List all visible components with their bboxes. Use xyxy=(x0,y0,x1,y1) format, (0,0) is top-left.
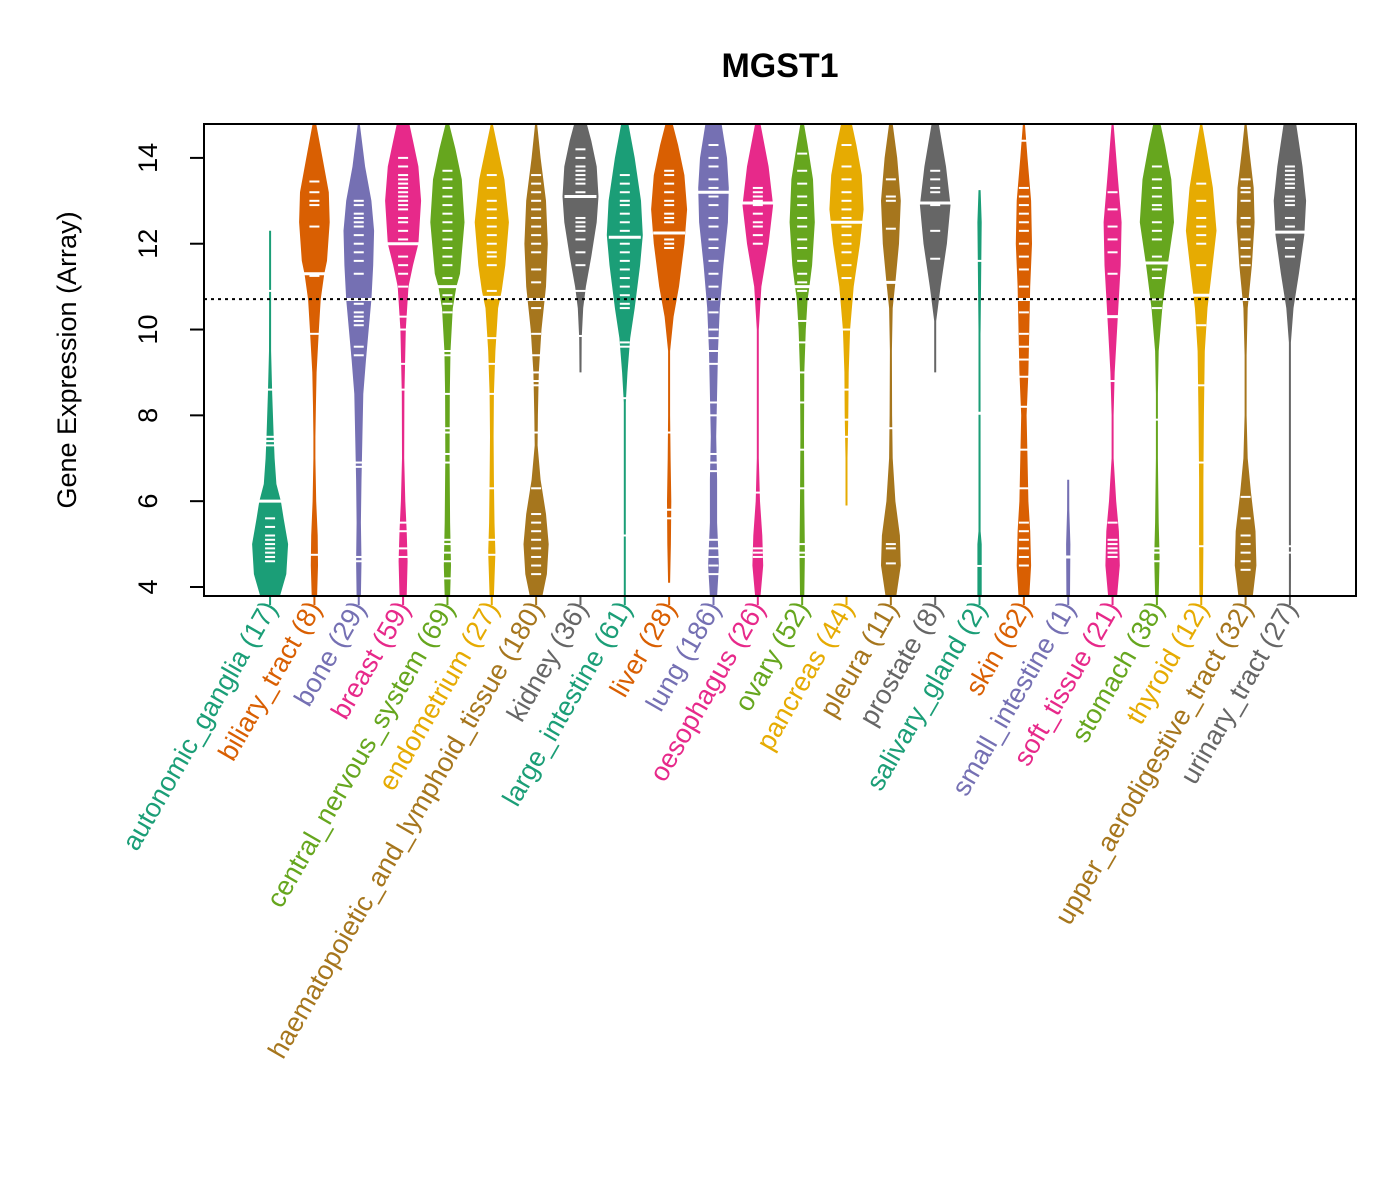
chart-title: MGST1 xyxy=(721,47,838,85)
y-axis: 4 6 8 10 12 14 xyxy=(133,143,204,595)
violin-body xyxy=(523,124,549,596)
y-tick-label: 4 xyxy=(133,579,163,594)
violin-body xyxy=(343,124,375,596)
violin-small-intestine xyxy=(1052,479,1085,596)
violin-stomach xyxy=(1139,124,1174,596)
violin-urinary-tract xyxy=(1273,124,1307,596)
violin-body xyxy=(919,124,951,373)
violin-oesophagus xyxy=(741,124,774,596)
violin-body xyxy=(1103,124,1122,596)
violin-kidney xyxy=(562,124,599,373)
violin-body xyxy=(651,124,688,583)
violin-bone xyxy=(342,124,375,596)
violin-body xyxy=(562,124,599,373)
violin-salivary-gland xyxy=(963,190,996,596)
violin-prostate xyxy=(919,124,952,373)
plot-frame xyxy=(203,123,1357,597)
y-tick-label: 8 xyxy=(133,408,163,423)
violin-body xyxy=(252,230,289,597)
violin-haematopoietic-and-lymphoid-tissue xyxy=(520,124,553,596)
violin-upper-aerodigestive-tract xyxy=(1229,124,1262,596)
violin-body xyxy=(829,124,864,506)
x-axis-labels: autonomic_ganglia (17)biliary_tract (8)b… xyxy=(116,596,1303,1063)
violin-body xyxy=(1139,124,1174,596)
violin-body xyxy=(430,124,465,596)
violin-breast xyxy=(385,124,422,596)
violin-body xyxy=(1273,124,1307,596)
violin-body xyxy=(1185,124,1217,596)
violin-ovary xyxy=(786,124,819,596)
violin-central-nervous-system xyxy=(430,124,465,596)
violin-large-intestine xyxy=(606,124,643,596)
violin-body xyxy=(789,124,815,596)
violin-autonomic-ganglia xyxy=(252,230,289,597)
y-tick-label: 14 xyxy=(133,143,163,173)
violin-biliary-tract xyxy=(298,124,331,596)
violin-body xyxy=(474,124,509,596)
violin-lung xyxy=(697,124,730,596)
y-axis-label: Gene Expression (Array) xyxy=(52,211,82,508)
y-tick-label: 6 xyxy=(133,494,163,509)
violin-skin xyxy=(1007,124,1040,596)
violins-layer xyxy=(252,124,1307,597)
violin-body xyxy=(1066,479,1071,596)
violin-pancreas xyxy=(829,124,864,506)
violin-pleura xyxy=(874,124,907,596)
violin-soft-tissue xyxy=(1096,124,1129,596)
violin-body xyxy=(881,124,901,596)
violin-body xyxy=(1234,124,1257,596)
violin-body xyxy=(299,124,330,596)
violin-body xyxy=(977,190,982,596)
violin-body xyxy=(385,124,422,596)
x-axis-ticks xyxy=(269,596,1291,605)
y-tick-label: 10 xyxy=(133,315,163,345)
violin-body xyxy=(606,124,643,596)
y-tick-label: 12 xyxy=(133,229,163,259)
violin-thyroid xyxy=(1185,124,1218,596)
violin-body xyxy=(742,124,774,596)
violin-liver xyxy=(651,124,688,583)
violin-body xyxy=(698,124,729,596)
violin-endometrium xyxy=(474,124,509,596)
